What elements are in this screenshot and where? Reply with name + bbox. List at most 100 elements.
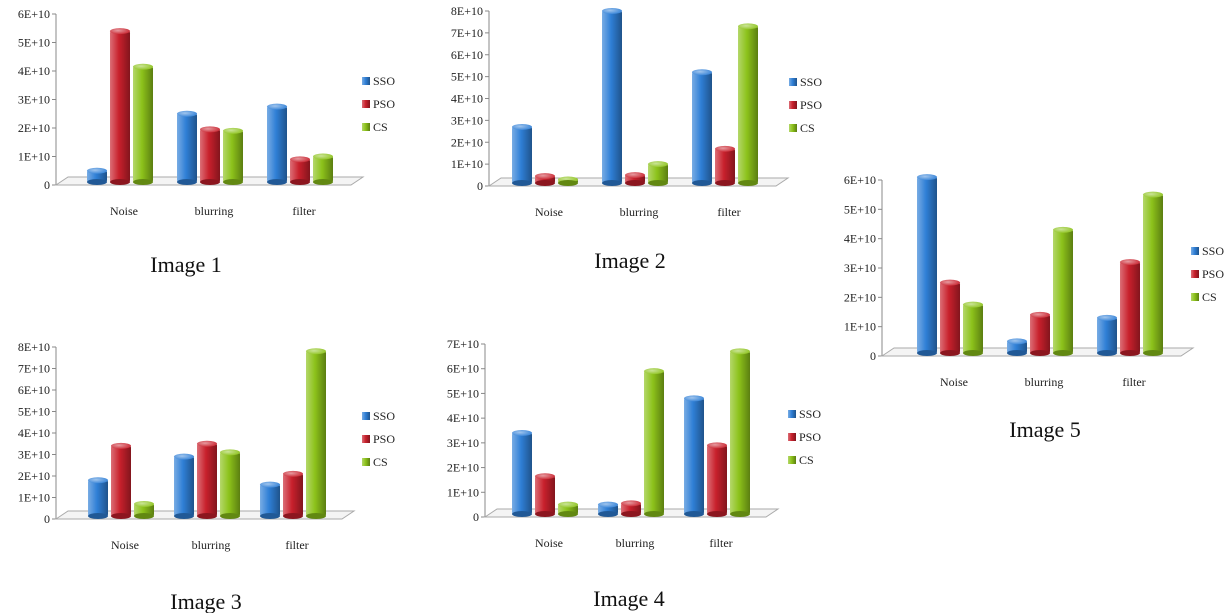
chart-panel-3: 0 1E+10 2E+10 3E+10 4E+10 5E+10 6E+10 7E+10 8E+1… xyxy=(18,340,395,613)
y-tick-label: 6E+10 xyxy=(18,383,50,397)
legend-swatch-pso xyxy=(362,100,370,108)
bar-sso-filter xyxy=(692,69,712,186)
y-tick-label: 1E+10 xyxy=(844,320,876,334)
legend-swatch-cs xyxy=(789,124,797,132)
bar-sso-noise xyxy=(917,174,937,356)
legend-label-sso: SSO xyxy=(799,407,821,421)
y-tick-label: 6E+10 xyxy=(18,7,50,21)
y-tick-label: 2E+10 xyxy=(451,135,483,149)
chart-panel-5: 0 1E+10 2E+10 3E+10 4E+10 5E+10 6E+10 Noise blur… xyxy=(844,173,1224,442)
y-tick-label: 6E+10 xyxy=(844,173,876,187)
legend-swatch-sso xyxy=(1191,247,1199,255)
bar-cs-blurring xyxy=(220,449,240,519)
x-category-label: blurring xyxy=(192,538,231,552)
x-category-label: Noise xyxy=(535,536,563,550)
bar-sso-blurring xyxy=(1007,338,1027,356)
x-category-label: blurring xyxy=(620,205,659,219)
bar-sso-blurring xyxy=(602,8,622,186)
y-tick-label: 5E+10 xyxy=(18,36,50,50)
y-tick-label: 1E+10 xyxy=(18,491,50,505)
y-tick-label: 0 xyxy=(44,178,50,192)
y-tick-label: 3E+10 xyxy=(18,93,50,107)
bar-sso-noise xyxy=(512,123,532,186)
bar-pso-filter xyxy=(707,442,727,517)
legend-label-cs: CS xyxy=(799,453,814,467)
y-tick-label: 4E+10 xyxy=(844,232,876,246)
legend-label-sso: SSO xyxy=(373,74,395,88)
bar-pso-noise xyxy=(940,279,960,356)
y-tick-label: 3E+10 xyxy=(18,448,50,462)
bar-pso-blurring xyxy=(197,440,217,519)
y-tick-label: 0 xyxy=(44,512,50,526)
x-category-label: Noise xyxy=(110,204,138,218)
legend-swatch-sso xyxy=(788,410,796,418)
bar-cs-filter xyxy=(313,153,333,185)
bar-pso-noise xyxy=(535,473,555,517)
bar-cs-blurring xyxy=(644,368,664,517)
legend-swatch-cs xyxy=(362,458,370,466)
chart-panel-1: 0 1E+10 2E+10 3E+10 4E+10 5E+10 6E+10 Noise blur… xyxy=(18,7,395,277)
y-tick-label: 5E+10 xyxy=(844,202,876,216)
y-tick-label: 3E+10 xyxy=(844,261,876,275)
legend-label-pso: PSO xyxy=(1202,267,1224,281)
y-tick-label: 4E+10 xyxy=(447,411,479,425)
y-tick-label: 1E+10 xyxy=(18,150,50,164)
chart-caption: Image 4 xyxy=(593,586,664,611)
legend-swatch-cs xyxy=(1191,293,1199,301)
bar-cs-noise xyxy=(133,63,153,185)
y-tick-label: 7E+10 xyxy=(18,362,50,376)
bar-sso-blurring xyxy=(598,501,618,517)
bar-cs-filter xyxy=(1143,191,1163,356)
bar-cs-filter xyxy=(306,348,326,519)
y-tick-label: 3E+10 xyxy=(447,436,479,450)
y-tick-label: 7E+10 xyxy=(447,337,479,351)
bar-pso-noise xyxy=(535,173,555,186)
bar-cs-filter xyxy=(730,348,750,517)
legend-label-sso: SSO xyxy=(1202,244,1224,258)
chart-caption: Image 3 xyxy=(170,589,241,613)
x-category-label: blurring xyxy=(195,204,234,218)
x-category-label: filter xyxy=(709,536,732,550)
y-tick-label: 0 xyxy=(870,349,876,363)
legend-label-cs: CS xyxy=(800,121,815,135)
x-category-label: Noise xyxy=(940,375,968,389)
chart-caption: Image 2 xyxy=(594,248,665,273)
bar-pso-filter xyxy=(290,156,310,185)
bar-sso-filter xyxy=(1097,314,1117,356)
bar-cs-blurring xyxy=(223,127,243,185)
bar-pso-blurring xyxy=(625,172,645,186)
legend-label-sso: SSO xyxy=(800,75,822,89)
y-tick-label: 2E+10 xyxy=(844,290,876,304)
bar-sso-filter xyxy=(684,395,704,517)
bar-cs-filter xyxy=(738,23,758,186)
y-tick-label: 5E+10 xyxy=(18,405,50,419)
y-tick-label: 1E+10 xyxy=(451,157,483,171)
bar-pso-filter xyxy=(283,470,303,519)
bar-sso-filter xyxy=(267,103,287,185)
y-tick-label: 1E+10 xyxy=(447,485,479,499)
bar-sso-noise xyxy=(512,429,532,517)
bar-sso-noise xyxy=(87,167,107,185)
x-category-label: filter xyxy=(717,205,740,219)
y-tick-label: 7E+10 xyxy=(451,26,483,40)
legend-label-pso: PSO xyxy=(373,97,395,111)
bar-pso-blurring xyxy=(621,500,641,517)
legend-swatch-cs xyxy=(362,123,370,131)
legend-swatch-cs xyxy=(788,456,796,464)
legend-label-sso: SSO xyxy=(373,409,395,423)
bar-sso-blurring xyxy=(174,453,194,519)
legend-swatch-sso xyxy=(789,78,797,86)
legend-swatch-pso xyxy=(1191,270,1199,278)
y-tick-label: 4E+10 xyxy=(451,92,483,106)
y-tick-label: 2E+10 xyxy=(447,461,479,475)
chart-panel-2: 0 1E+10 2E+10 3E+10 4E+10 5E+10 6E+10 7E+10 8E+1… xyxy=(451,4,822,273)
legend-label-pso: PSO xyxy=(800,98,822,112)
y-tick-label: 0 xyxy=(473,510,479,524)
y-tick-label: 8E+10 xyxy=(451,4,483,18)
x-category-label: blurring xyxy=(1025,375,1064,389)
y-tick-label: 6E+10 xyxy=(447,362,479,376)
bar-cs-blurring xyxy=(648,161,668,186)
legend-swatch-sso xyxy=(362,412,370,420)
x-category-label: filter xyxy=(292,204,315,218)
